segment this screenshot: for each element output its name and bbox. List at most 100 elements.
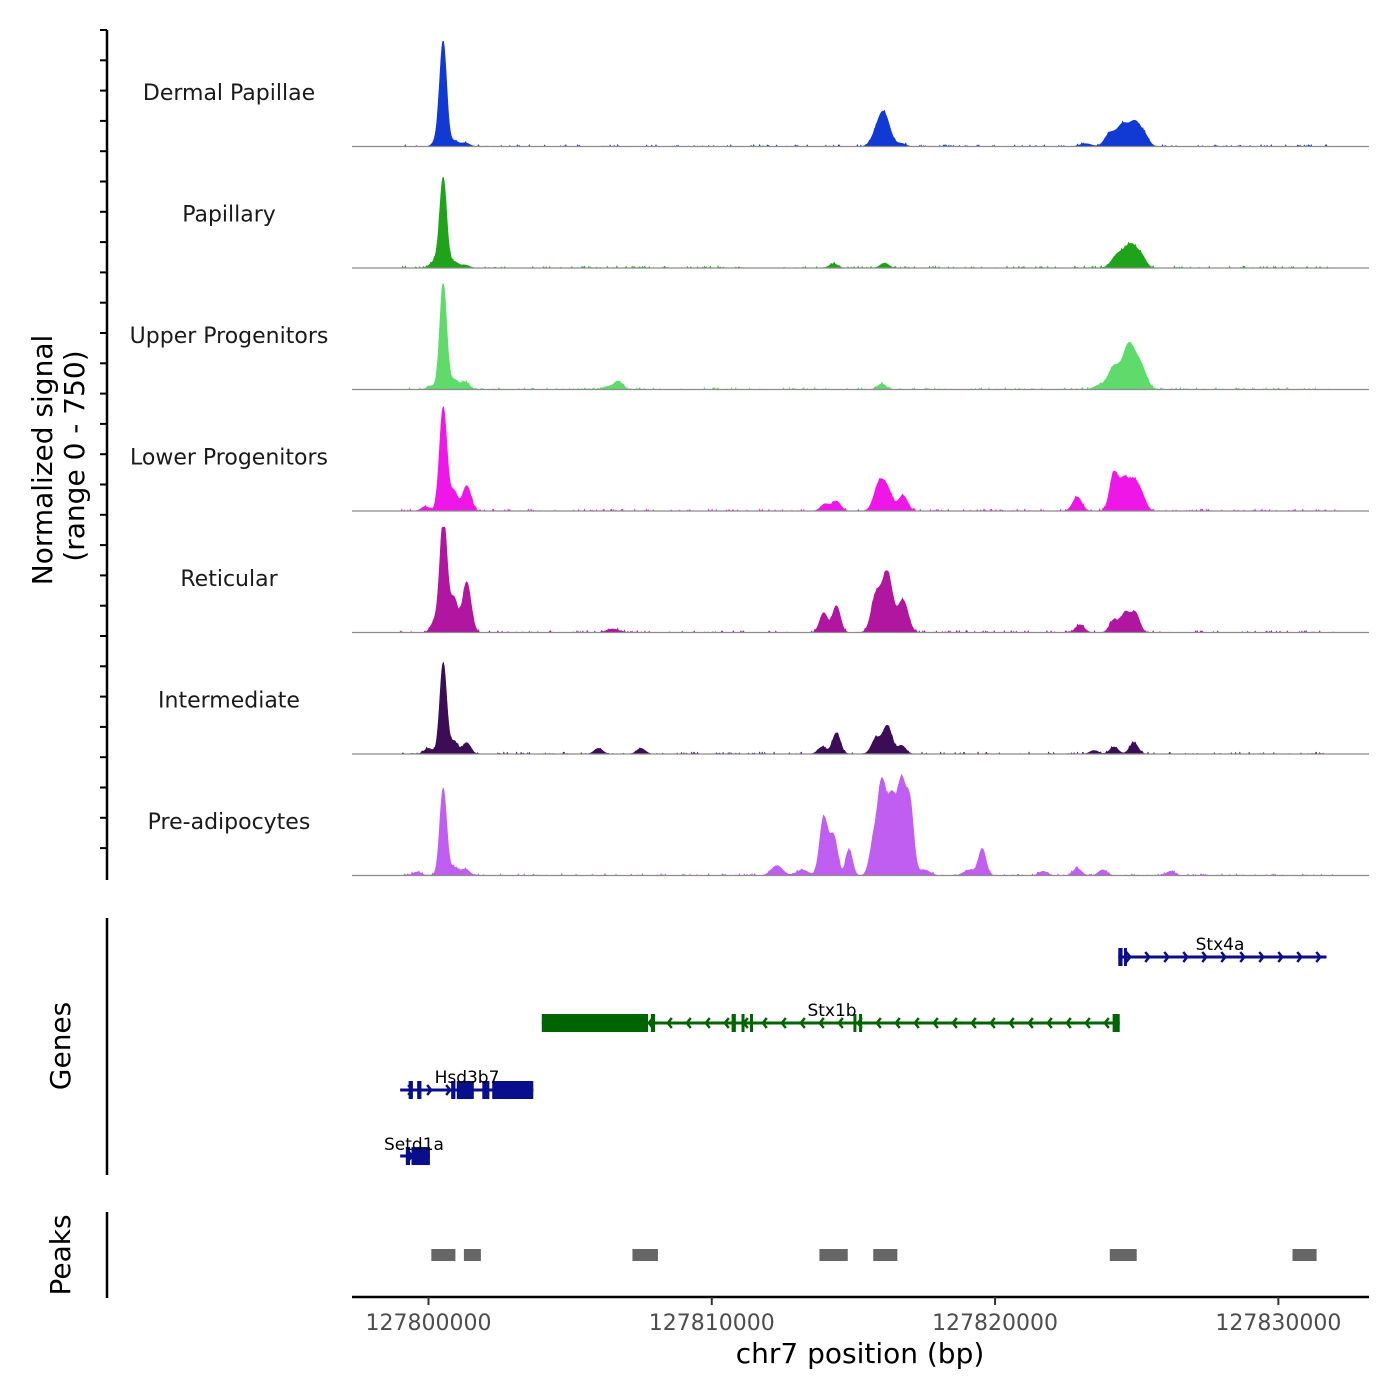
strand-arrow	[1315, 951, 1322, 963]
strand-arrow	[426, 1084, 433, 1096]
strand-arrow	[780, 1017, 787, 1029]
x-axis-ticks: 127800000 127810000 127820000 127830000	[365, 1297, 1341, 1336]
strand-arrow	[1277, 951, 1284, 963]
strand-arrow	[1182, 951, 1189, 963]
track-dermal-papillae: Dermal Papillae	[143, 40, 1369, 148]
track-label: Papillary	[182, 203, 276, 228]
track-upper-progenitors: Upper Progenitors	[130, 283, 1369, 391]
peak-region	[463, 1249, 481, 1261]
strand-arrow	[1065, 1017, 1072, 1029]
gene-annotation-track: Stx4a Stx1b Hsd3b7 Setd1a	[384, 935, 1327, 1165]
strand-arrow	[875, 1017, 882, 1029]
exon	[405, 1147, 411, 1165]
strand-arrow	[1008, 1017, 1015, 1029]
strand-arrow	[723, 1017, 730, 1029]
strand-arrow	[799, 1017, 806, 1029]
peak-region	[431, 1249, 456, 1261]
exon	[1123, 948, 1127, 966]
exon	[650, 1014, 656, 1032]
signal-area	[400, 773, 1336, 877]
strand-arrow	[704, 1017, 711, 1029]
gene-stx1b: Stx1b	[541, 1001, 1120, 1032]
signal-area	[399, 526, 1336, 634]
gene-stx4a: Stx4a	[1118, 935, 1327, 966]
exon	[731, 1014, 736, 1032]
strand-arrow	[1084, 1017, 1091, 1029]
strand-arrow	[837, 1017, 844, 1029]
strand-arrow	[1201, 951, 1208, 963]
exon	[1118, 948, 1123, 966]
gene-setd1a: Setd1a	[384, 1135, 444, 1165]
gene-label: Hsd3b7	[435, 1068, 500, 1088]
y-axis-range-label: (range 0 - 750)	[58, 350, 91, 561]
peak-region	[1109, 1249, 1137, 1261]
peak-region	[819, 1249, 848, 1261]
strand-arrow	[818, 1017, 825, 1029]
strand-arrow	[989, 1017, 996, 1029]
peaks-track	[431, 1249, 1317, 1261]
peaks-axis-title: Peaks	[44, 1214, 77, 1295]
strand-arrow	[913, 1017, 920, 1029]
strand-arrow	[932, 1017, 939, 1029]
signal-area	[399, 406, 1336, 512]
signal-area	[400, 40, 1336, 148]
strand-arrow	[685, 1017, 692, 1029]
x-tick-label: 127810000	[649, 1311, 775, 1336]
exon	[482, 1081, 490, 1099]
x-tick-label: 127800000	[365, 1311, 491, 1336]
exon	[411, 1147, 430, 1165]
peak-region	[1292, 1249, 1317, 1261]
signal-area	[400, 661, 1336, 755]
exon	[417, 1081, 422, 1099]
track-label: Intermediate	[158, 689, 300, 714]
track-label: Pre-adipocytes	[148, 810, 311, 835]
x-axis-title: chr7 position (bp)	[736, 1337, 985, 1370]
strand-arrow	[761, 1017, 768, 1029]
gene-label: Stx1b	[807, 1001, 856, 1021]
strand-arrow	[894, 1017, 901, 1029]
gene-hsd3b7: Hsd3b7	[400, 1068, 534, 1099]
exon	[750, 1014, 754, 1032]
gene-label: Stx4a	[1196, 935, 1245, 955]
exon	[541, 1014, 649, 1032]
strand-arrow	[1046, 1017, 1053, 1029]
strand-arrow	[951, 1017, 958, 1029]
peak-region	[632, 1249, 658, 1261]
x-tick-label: 127820000	[932, 1311, 1058, 1336]
exon	[853, 1014, 857, 1032]
strand-arrow	[666, 1017, 673, 1029]
exon	[408, 1081, 413, 1099]
track-reticular: Reticular	[180, 526, 1369, 634]
strand-arrow	[445, 1084, 452, 1096]
track-intermediate: Intermediate	[158, 661, 1369, 755]
gene-label: Setd1a	[384, 1135, 444, 1155]
genes-axis-title: Genes	[44, 1002, 77, 1090]
exon	[741, 1014, 745, 1032]
track-pre-adipocytes: Pre-adipocytes	[148, 773, 1369, 877]
track-label: Lower Progenitors	[130, 446, 328, 471]
signal-area	[400, 176, 1336, 269]
strand-arrow	[1103, 1017, 1110, 1029]
strand-arrow	[1296, 951, 1303, 963]
strand-arrow	[970, 1017, 977, 1029]
coverage-tracks: Dermal Papillae Papillary Upper Progenitor…	[130, 40, 1369, 877]
track-papillary: Papillary	[182, 176, 1369, 269]
coverage-y-axis-ticks	[100, 29, 107, 850]
track-lower-progenitors: Lower Progenitors	[130, 406, 1369, 512]
track-label: Reticular	[180, 567, 278, 592]
strand-arrow	[1258, 951, 1265, 963]
strand-arrow	[1220, 951, 1227, 963]
strand-arrow	[1163, 951, 1170, 963]
exon	[1112, 1014, 1120, 1032]
exon	[456, 1081, 474, 1099]
strand-arrow	[1027, 1017, 1034, 1029]
exon	[492, 1081, 534, 1099]
signal-area	[400, 283, 1336, 391]
y-axis-title: Normalized signal	[26, 335, 59, 586]
strand-arrow	[1125, 951, 1132, 963]
x-tick-label: 127830000	[1215, 1311, 1341, 1336]
track-label: Upper Progenitors	[130, 324, 329, 349]
track-label: Dermal Papillae	[143, 81, 315, 106]
strand-arrow	[1239, 951, 1246, 963]
